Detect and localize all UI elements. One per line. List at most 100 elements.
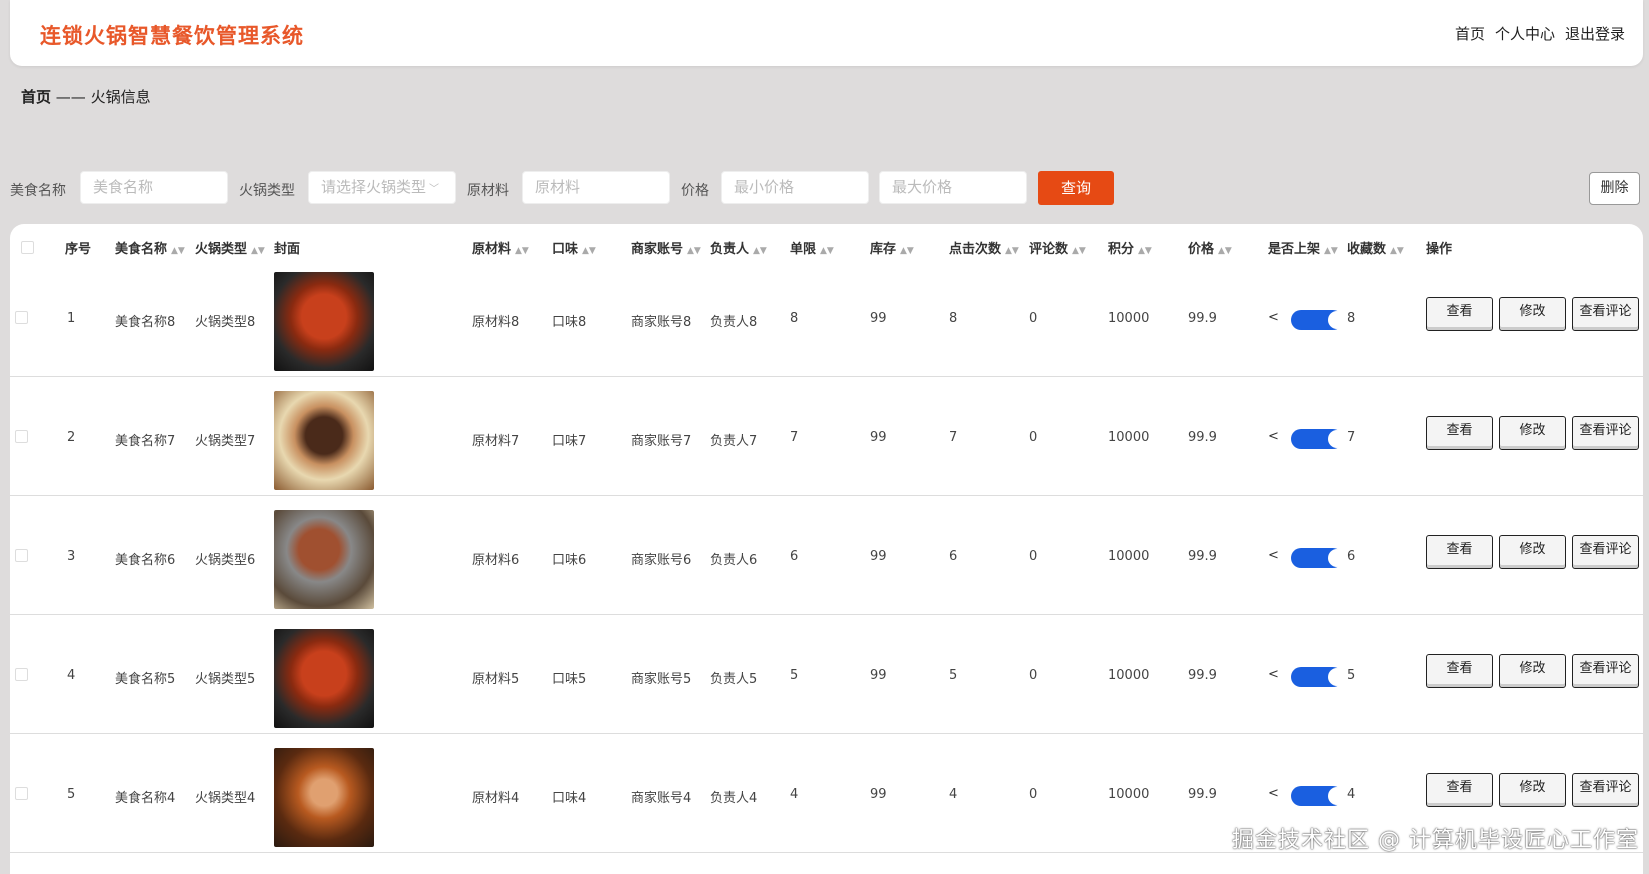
view-comments-button[interactable]: 查看评论	[1572, 416, 1639, 450]
sort-icon[interactable]: ▲▼	[1324, 246, 1338, 256]
on-sale-toggle[interactable]	[1291, 548, 1346, 568]
sort-icon[interactable]: ▲▼	[820, 246, 834, 256]
sort-icon[interactable]: ▲▼	[753, 246, 767, 256]
column-header[interactable]: 库存 ▲▼	[870, 238, 914, 257]
view-comments-button[interactable]: 查看评论	[1572, 535, 1639, 569]
column-header-label: 火锅类型	[195, 242, 248, 257]
row-checkbox[interactable]	[15, 311, 28, 324]
column-header[interactable]: 原材料 ▲▼	[472, 238, 529, 257]
material-input[interactable]: 原材料	[522, 171, 670, 204]
cover-image[interactable]	[274, 629, 374, 728]
column-header[interactable]: 负责人 ▲▼	[710, 238, 767, 257]
view-button[interactable]: 查看	[1426, 773, 1493, 807]
sort-icon[interactable]: ▲▼	[900, 246, 914, 256]
sort-icon[interactable]: ▲▼	[251, 246, 265, 256]
cell-favorites: 5	[1347, 668, 1356, 683]
edit-button[interactable]: 修改	[1499, 535, 1566, 569]
name-input[interactable]: 美食名称	[80, 171, 228, 204]
column-header[interactable]: 点击次数 ▲▼	[949, 238, 1019, 257]
table-row: 2 美食名称7 火锅类型7 原材料7 口味7 商家账号7 负责人7 7 99 7 0 10000 99.…	[10, 377, 1643, 496]
breadcrumb-home[interactable]: 首页	[21, 88, 52, 106]
delete-button[interactable]: 删除	[1589, 172, 1640, 205]
nav-home[interactable]: 首页	[1454, 25, 1485, 43]
column-header[interactable]: 口味 ▲▼	[552, 238, 596, 257]
cell-clicks: 7	[949, 430, 958, 445]
type-select[interactable]: 请选择火锅类型 ﹀	[308, 171, 456, 204]
column-header[interactable]: 单限 ▲▼	[790, 238, 834, 257]
share-icon[interactable]: <	[1268, 786, 1279, 801]
column-header[interactable]: 价格 ▲▼	[1188, 238, 1232, 257]
cell-clicks: 4	[949, 787, 958, 802]
cell-points: 10000	[1108, 311, 1150, 326]
cell-comments: 0	[1029, 311, 1038, 326]
price-label: 价格	[681, 183, 709, 199]
cover-image[interactable]	[274, 510, 374, 609]
view-comments-button[interactable]: 查看评论	[1572, 773, 1639, 807]
edit-button[interactable]: 修改	[1499, 654, 1566, 688]
sort-icon[interactable]: ▲▼	[1218, 246, 1232, 256]
column-header[interactable]: 收藏数 ▲▼	[1347, 238, 1404, 257]
row-checkbox[interactable]	[15, 668, 28, 681]
on-sale-toggle[interactable]	[1291, 429, 1346, 449]
view-button[interactable]: 查看	[1426, 416, 1493, 450]
share-icon[interactable]: <	[1268, 310, 1279, 325]
on-sale-toggle[interactable]	[1291, 667, 1346, 687]
view-button[interactable]: 查看	[1426, 535, 1493, 569]
column-header[interactable]: 火锅类型 ▲▼	[195, 238, 265, 257]
query-button[interactable]: 查询	[1038, 171, 1114, 205]
cover-image[interactable]	[274, 748, 374, 847]
sort-icon[interactable]: ▲▼	[1390, 246, 1404, 256]
sort-icon[interactable]: ▲▼	[1138, 246, 1152, 256]
max-price-input[interactable]: 最大价格	[879, 171, 1027, 204]
column-header-label: 单限	[790, 242, 817, 257]
view-comments-button[interactable]: 查看评论	[1572, 654, 1639, 688]
column-header-label: 评论数	[1029, 242, 1069, 257]
row-checkbox[interactable]	[15, 787, 28, 800]
cell-owner: 负责人5	[710, 672, 758, 687]
edit-button[interactable]: 修改	[1499, 416, 1566, 450]
nav-logout[interactable]: 退出登录	[1564, 25, 1625, 43]
edit-button[interactable]: 修改	[1499, 297, 1566, 331]
cell-material: 原材料4	[472, 791, 520, 806]
sort-icon[interactable]: ▲▼	[1072, 246, 1086, 256]
column-header[interactable]: 积分 ▲▼	[1108, 238, 1152, 257]
cell-limit: 4	[790, 787, 799, 802]
column-header[interactable]: 商家账号 ▲▼	[631, 238, 701, 257]
sort-icon[interactable]: ▲▼	[687, 246, 701, 256]
select-all-checkbox[interactable]	[21, 241, 34, 254]
min-price-input[interactable]: 最小价格	[721, 171, 869, 204]
row-checkbox[interactable]	[15, 549, 28, 562]
cell-no: 1	[67, 311, 76, 326]
row-checkbox[interactable]	[15, 430, 28, 443]
share-icon[interactable]: <	[1268, 429, 1279, 444]
sort-icon[interactable]: ▲▼	[515, 246, 529, 256]
column-header-label: 操作	[1426, 242, 1453, 257]
cover-image[interactable]	[274, 391, 374, 490]
share-icon[interactable]: <	[1268, 548, 1279, 563]
on-sale-toggle[interactable]	[1291, 310, 1346, 330]
column-header-label: 原材料	[472, 242, 512, 257]
view-button[interactable]: 查看	[1426, 654, 1493, 688]
cell-owner: 负责人6	[710, 553, 758, 568]
column-header[interactable]: 评论数 ▲▼	[1029, 238, 1086, 257]
sort-icon[interactable]: ▲▼	[582, 246, 596, 256]
edit-button[interactable]: 修改	[1499, 773, 1566, 807]
cover-image[interactable]	[274, 272, 374, 371]
cell-comments: 0	[1029, 668, 1038, 683]
sort-icon[interactable]: ▲▼	[171, 246, 185, 256]
on-sale-toggle[interactable]	[1291, 786, 1346, 806]
nav-profile[interactable]: 个人中心	[1494, 25, 1555, 43]
column-header[interactable]: 美食名称 ▲▼	[115, 238, 185, 257]
cell-account: 商家账号4	[631, 791, 692, 806]
column-header[interactable]: 是否上架 ▲▼	[1268, 238, 1338, 257]
sort-icon[interactable]: ▲▼	[1005, 246, 1019, 256]
cell-points: 10000	[1108, 549, 1150, 564]
share-icon[interactable]: <	[1268, 667, 1279, 682]
cell-comments: 0	[1029, 549, 1038, 564]
view-comments-button[interactable]: 查看评论	[1572, 297, 1639, 331]
cell-account: 商家账号5	[631, 672, 692, 687]
cell-points: 10000	[1108, 787, 1150, 802]
cell-no: 3	[67, 549, 76, 564]
material-label: 原材料	[467, 183, 509, 199]
view-button[interactable]: 查看	[1426, 297, 1493, 331]
